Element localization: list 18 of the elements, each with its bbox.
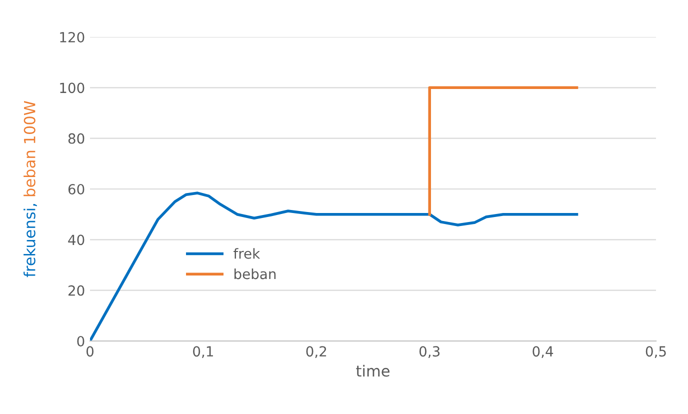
y-tick-label: 80 [68, 133, 84, 144]
x-tick-label: 0,5 [646, 346, 666, 358]
y-tick-label: 0 [77, 336, 84, 346]
y-axis-title: frekuensi, beban 100W [24, 100, 37, 278]
x-tick-label: 0,4 [532, 346, 554, 358]
x-tick-label: 0,1 [193, 346, 213, 358]
x-tick-label: 0,2 [306, 346, 326, 358]
y-tick-label: 120 [60, 32, 84, 42]
y-tick-label: 100 [60, 82, 84, 94]
y-tick-label: 20 [68, 285, 84, 296]
line-series [90, 192, 578, 341]
legend-label: beban [234, 268, 276, 280]
x-tick-label: 0 [86, 346, 94, 357]
y-tick-label: 40 [68, 234, 84, 246]
y-tick-label: 60 [68, 184, 84, 194]
x-tick-label: 0,3 [419, 346, 440, 358]
x-axis-title: time [356, 364, 390, 377]
legend-label: frek [234, 248, 260, 259]
